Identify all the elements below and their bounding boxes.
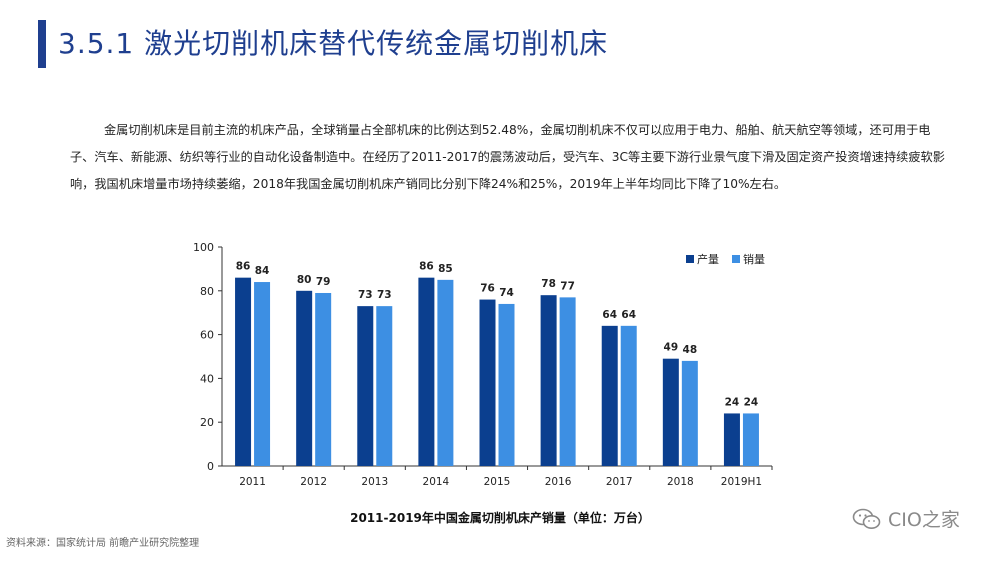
x-tick-label: 2016	[545, 476, 572, 488]
chart-title: 2011-2019年中国金属切削机床产销量（单位：万台）	[350, 511, 650, 525]
bar-production	[540, 295, 557, 466]
bar-sales	[559, 297, 576, 466]
x-tick-label: 2017	[606, 476, 633, 488]
data-label: 86	[419, 261, 434, 273]
x-tick-label: 2014	[423, 476, 450, 488]
watermark: CIO之家	[852, 505, 960, 532]
bar-sales	[742, 413, 759, 466]
legend-swatch	[686, 255, 694, 263]
data-label: 73	[358, 289, 373, 301]
y-tick-label: 20	[200, 416, 214, 429]
y-tick-label: 60	[200, 329, 214, 342]
page-title: 3.5.1 激光切削机床替代传统金属切削机床	[58, 27, 609, 60]
legend-label: 销量	[743, 252, 765, 266]
x-tick-label: 2018	[667, 476, 694, 488]
data-label: 48	[683, 344, 698, 356]
x-tick-label: 2012	[300, 476, 327, 488]
data-label: 76	[480, 283, 495, 295]
bar-production	[479, 299, 496, 466]
wechat-icon	[852, 508, 881, 529]
bar-sales	[620, 325, 637, 466]
y-tick-label: 80	[200, 285, 214, 298]
x-tick-label: 2013	[361, 476, 388, 488]
bar-sales	[498, 303, 515, 466]
data-label: 78	[541, 278, 556, 290]
data-label: 64	[602, 309, 617, 321]
data-label: 85	[438, 263, 453, 275]
bar-sales	[315, 292, 332, 466]
x-tick-label: 2015	[484, 476, 511, 488]
bar-sales	[376, 306, 393, 466]
watermark-text: CIO之家	[888, 509, 960, 531]
bar-sales	[437, 279, 454, 466]
legend-label: 产量	[697, 252, 719, 266]
data-label: 84	[255, 265, 270, 277]
data-label: 77	[560, 280, 575, 292]
data-label: 79	[316, 276, 331, 288]
data-label: 64	[621, 309, 636, 321]
data-label: 24	[744, 396, 759, 408]
y-tick-label: 40	[200, 372, 214, 385]
bar-sales	[254, 282, 271, 466]
source-note: 资料来源：国家统计局 前瞻产业研究院整理	[6, 538, 200, 549]
legend-swatch	[732, 255, 740, 263]
data-label: 80	[297, 274, 312, 286]
bar-production	[723, 413, 740, 466]
bar-chart: 0 20 40 60 80 100 2011 86 84 2012 80 79 2013 73 73 2014…	[193, 241, 773, 488]
data-label: 86	[236, 261, 251, 273]
x-tick-label: 2011	[239, 476, 266, 488]
title-accent-bar	[38, 20, 46, 68]
x-tick-label: 2019H1	[721, 476, 762, 488]
bar-production	[601, 325, 618, 466]
y-tick-label: 100	[193, 241, 214, 254]
bar-production	[235, 277, 252, 466]
y-tick-label: 0	[207, 460, 214, 473]
bar-production	[296, 290, 313, 466]
bar-production	[357, 306, 374, 466]
data-label: 49	[664, 342, 679, 354]
bar-sales	[681, 360, 698, 466]
data-label: 74	[499, 287, 514, 299]
data-label: 73	[377, 289, 392, 301]
bar-production	[418, 277, 435, 466]
body-paragraph: 金属切削机床是目前主流的机床产品，全球销量占全部机床的比例达到52.48%，金属…	[70, 123, 945, 191]
bar-production	[662, 358, 679, 466]
data-label: 24	[725, 396, 740, 408]
